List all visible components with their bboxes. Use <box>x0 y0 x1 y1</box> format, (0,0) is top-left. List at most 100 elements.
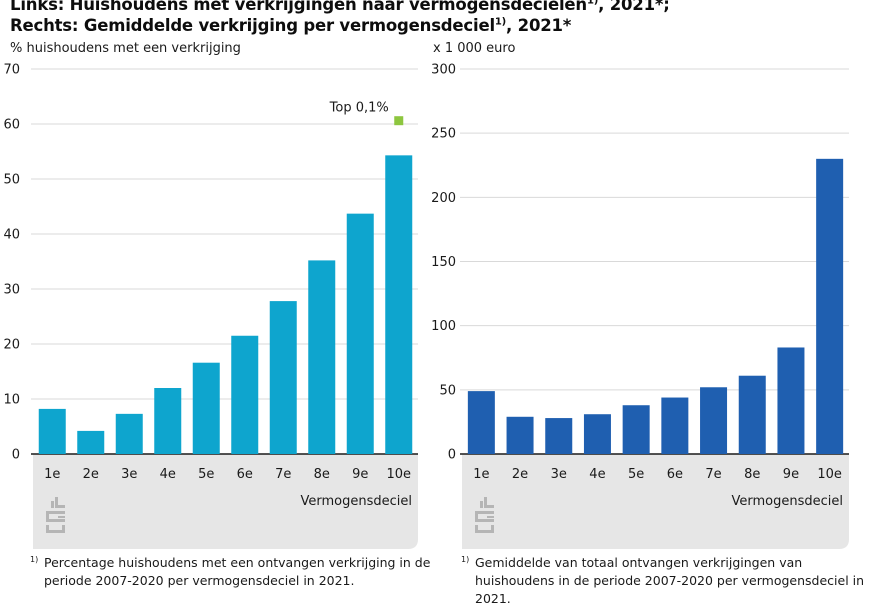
title-1-footnote-ref: 1) <box>586 0 599 7</box>
left-cbs-logo-part <box>51 501 54 508</box>
left-y-tick-label: 50 <box>3 173 20 188</box>
right-x-tick-label: 2e <box>512 467 528 482</box>
right-y-tick-label: 50 <box>439 383 456 398</box>
left-cbs-logo-part <box>55 505 65 508</box>
right-y-tick-label: 200 <box>431 191 456 206</box>
right-cbs-logo-part <box>480 501 483 508</box>
right-bar <box>738 375 766 454</box>
right-x-tick-label: 4e <box>589 467 605 482</box>
right-footnote: 1) Gemiddelde van totaal ontvangen verkr… <box>461 554 865 608</box>
title-1-suffix: , 2021*; <box>598 0 670 14</box>
chart-title-line-2: Rechts: Gemiddelde verkrijging per vermo… <box>10 16 571 35</box>
left-bar <box>269 301 297 454</box>
right-cbs-logo-part <box>475 525 478 533</box>
left-y-tick-label: 40 <box>3 228 20 243</box>
left-bar <box>115 413 143 454</box>
right-bar <box>816 158 844 455</box>
right-cbs-logo-part <box>475 511 494 514</box>
right-y-tick-label: 250 <box>431 127 456 142</box>
right-bar <box>583 414 611 454</box>
left-x-tick-label: 9e <box>352 467 368 482</box>
left-x-tick-label: 8e <box>314 467 330 482</box>
right-x-tick-label: 1e <box>473 467 489 482</box>
left-y-tick-label: 30 <box>3 283 20 298</box>
right-footnote-text: Gemiddelde van totaal ontvangen verkrijg… <box>475 555 865 606</box>
title-2-text: Rechts: Gemiddelde verkrijging per vermo… <box>10 16 495 35</box>
left-x-tick-label: 10e <box>386 467 411 482</box>
left-x-tick-label: 6e <box>237 467 253 482</box>
right-y-tick-label: 300 <box>431 63 456 78</box>
right-cbs-logo-part <box>475 511 478 522</box>
left-bar <box>154 388 182 454</box>
left-axis-band <box>33 454 418 549</box>
left-cbs-logo-icon <box>46 497 65 533</box>
right-y-axis-label: x 1 000 euro <box>433 41 516 56</box>
right-cbs-logo-part <box>487 516 494 518</box>
right-bar <box>467 391 495 454</box>
right-cbs-logo-part <box>484 505 494 508</box>
left-bar <box>308 260 336 454</box>
left-cbs-logo-part <box>46 519 65 522</box>
left-x-tick-label: 2e <box>83 467 99 482</box>
right-y-tick-label: 0 <box>448 448 456 463</box>
left-cbs-logo-part <box>46 511 65 514</box>
left-y-tick-label: 70 <box>3 63 20 78</box>
left-x-tick-label: 4e <box>160 467 176 482</box>
left-bar <box>346 213 374 454</box>
right-cbs-logo-part <box>491 525 494 533</box>
right-x-tick-label: 8e <box>744 467 760 482</box>
left-cbs-logo-part <box>58 516 65 518</box>
right-x-tick-label: 10e <box>817 467 842 482</box>
right-bar <box>622 405 650 454</box>
title-1-text: Links: Huishoudens met verkrijgingen naa… <box>10 0 587 14</box>
left-x-tick-label: 3e <box>121 467 137 482</box>
left-top-marker-label: Top 0,1% <box>329 101 389 116</box>
right-x-tick-label: 3e <box>551 467 567 482</box>
left-cbs-logo-part <box>55 497 58 508</box>
left-y-tick-label: 0 <box>12 448 20 463</box>
left-footnote: 1) Percentage huishoudens met een ontvan… <box>30 554 434 590</box>
left-footnote-marker: 1) <box>30 555 39 564</box>
left-top-marker <box>394 116 404 126</box>
title-2-suffix: , 2021* <box>506 16 572 35</box>
right-cbs-logo-part <box>484 497 487 508</box>
right-bar <box>545 418 573 454</box>
chart-title-line-1: Links: Huishoudens met verkrijgingen naa… <box>10 0 670 14</box>
left-cbs-logo-part <box>46 511 49 522</box>
left-cbs-logo-part <box>62 525 65 533</box>
right-footnote-marker: 1) <box>461 555 470 564</box>
right-bar <box>506 416 534 454</box>
left-y-tick-label: 20 <box>3 338 20 353</box>
left-x-axis-label: Vermogensdeciel <box>301 494 413 509</box>
right-y-tick-label: 100 <box>431 319 456 334</box>
left-cbs-logo-part <box>46 530 65 533</box>
right-cbs-logo-icon <box>475 497 494 533</box>
left-y-tick-label: 10 <box>3 393 20 408</box>
left-y-axis-label: % huishoudens met een verkrijging <box>10 41 241 56</box>
right-cbs-logo-part <box>475 519 494 522</box>
left-bar <box>77 430 105 454</box>
left-x-tick-label: 5e <box>198 467 214 482</box>
right-x-tick-label: 6e <box>667 467 683 482</box>
left-bar <box>38 408 66 454</box>
left-bar <box>231 335 259 454</box>
right-y-tick-label: 150 <box>431 255 456 270</box>
right-x-tick-label: 5e <box>628 467 644 482</box>
left-footnote-text: Percentage huishoudens met een ontvangen… <box>44 555 431 588</box>
title-2-footnote-ref: 1) <box>494 16 507 28</box>
right-bar <box>700 387 728 454</box>
right-axis-band <box>462 454 849 549</box>
right-bar <box>661 397 689 454</box>
right-bar <box>777 347 805 454</box>
left-x-tick-label: 7e <box>275 467 291 482</box>
right-x-tick-label: 9e <box>783 467 799 482</box>
right-x-axis-label: Vermogensdeciel <box>732 494 844 509</box>
left-bar <box>385 155 413 454</box>
left-bar <box>192 362 220 454</box>
left-x-tick-label: 1e <box>44 467 60 482</box>
left-cbs-logo-part <box>46 525 49 533</box>
left-y-tick-label: 60 <box>3 118 20 133</box>
right-cbs-logo-part <box>475 530 494 533</box>
right-x-tick-label: 7e <box>705 467 721 482</box>
